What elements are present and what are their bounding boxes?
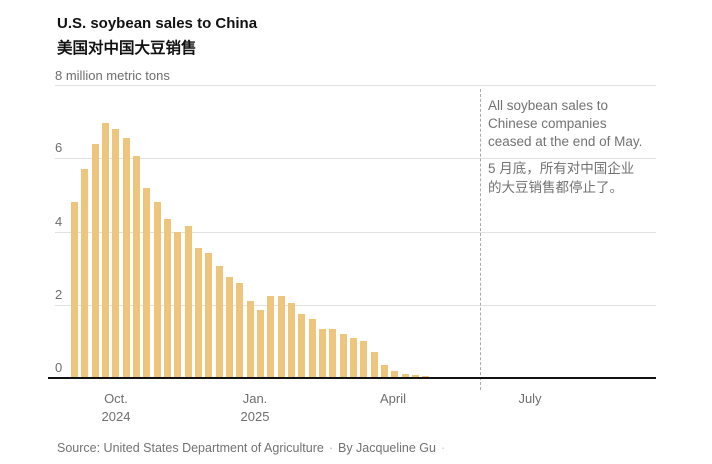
bar-week-15 bbox=[216, 266, 224, 378]
x-axis-baseline bbox=[48, 377, 656, 379]
bar-week-1 bbox=[71, 202, 79, 378]
x-tick-label-jan: Jan. 2025 bbox=[240, 391, 270, 424]
annotation-line-zh-2: 的大豆销售都停止了。 bbox=[488, 180, 623, 195]
y-tick-label-0: 0 bbox=[55, 360, 63, 375]
bar-week-9 bbox=[154, 202, 162, 378]
x-tick-label-july: July bbox=[518, 391, 542, 406]
bar-week-13 bbox=[195, 247, 203, 378]
gridline-8 bbox=[55, 85, 656, 86]
bar-week-30 bbox=[371, 352, 379, 378]
bar-week-33 bbox=[402, 373, 410, 378]
byline-text: By Jacqueline Gu bbox=[337, 441, 436, 455]
bar-chart-plot-area: 0 2 4 6 bbox=[48, 85, 656, 390]
y-tick-label-6: 6 bbox=[55, 140, 63, 156]
y-tick-label-2: 2 bbox=[55, 286, 63, 302]
bar-week-5 bbox=[112, 128, 120, 378]
bar-week-34 bbox=[412, 375, 420, 378]
gridline-4 bbox=[55, 231, 656, 233]
chart-title-english: U.S. soybean sales to China bbox=[57, 15, 258, 32]
x-tick-label-oct: Oct. 2024 bbox=[101, 391, 131, 424]
bar-week-3 bbox=[92, 143, 100, 378]
gridline-2 bbox=[55, 304, 656, 306]
bar-week-24 bbox=[309, 319, 317, 378]
bar-week-27 bbox=[340, 334, 348, 378]
bar-week-11 bbox=[174, 231, 182, 378]
bar-week-8 bbox=[143, 187, 151, 378]
gridline-6 bbox=[55, 158, 656, 160]
bar-week-22 bbox=[288, 302, 296, 378]
bar-week-18 bbox=[247, 301, 255, 378]
bar-week-31 bbox=[381, 365, 389, 378]
separator-dot: · bbox=[328, 441, 333, 455]
bar-week-32 bbox=[391, 370, 399, 378]
annotation-line-en-1: All soybean sales to bbox=[488, 98, 609, 113]
annotation-line-zh-1: 5 月底，所有对中国企业 bbox=[488, 161, 635, 176]
bar-week-20 bbox=[267, 295, 275, 378]
sales-ceased-dashed-line bbox=[480, 89, 481, 390]
bar-week-26 bbox=[329, 328, 337, 378]
bar-week-14 bbox=[205, 253, 213, 378]
bar-week-28 bbox=[350, 337, 358, 378]
bar-week-19 bbox=[257, 310, 265, 378]
bar-week-21 bbox=[278, 295, 286, 378]
y-axis-unit-label: 8 million metric tons bbox=[55, 68, 170, 83]
x-tick-label-april: April bbox=[379, 391, 407, 406]
trailing-dot: · bbox=[440, 441, 446, 455]
event-annotation: All soybean sales to Chinese companies c… bbox=[488, 97, 658, 197]
bar-week-4 bbox=[102, 123, 110, 378]
bar-week-7 bbox=[133, 156, 141, 378]
bar-week-6 bbox=[123, 138, 131, 378]
bar-week-23 bbox=[298, 313, 306, 378]
bar-week-25 bbox=[319, 328, 327, 378]
bar-week-2 bbox=[81, 169, 89, 378]
source-byline: Source: United States Department of Agri… bbox=[57, 441, 445, 455]
source-text: Source: United States Department of Agri… bbox=[57, 441, 324, 455]
bar-week-29 bbox=[360, 341, 368, 378]
bar-week-12 bbox=[185, 226, 193, 378]
annotation-line-en-3: ceased at the end of May. bbox=[488, 134, 643, 149]
bar-week-16 bbox=[226, 277, 234, 378]
chart-title-chinese: 美国对中国大豆销售 bbox=[57, 40, 197, 57]
bar-week-10 bbox=[164, 218, 172, 378]
bar-week-17 bbox=[236, 282, 244, 378]
y-tick-label-4: 4 bbox=[55, 213, 63, 229]
annotation-line-en-2: Chinese companies bbox=[488, 116, 607, 131]
